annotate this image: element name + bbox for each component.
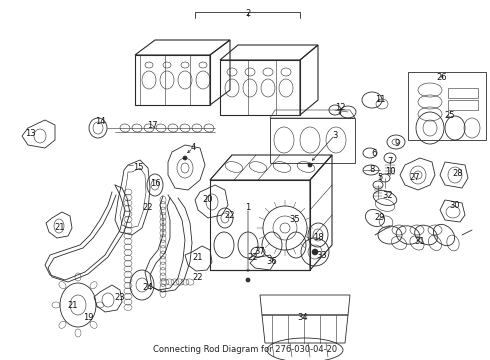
Text: 31: 31 (415, 238, 425, 247)
Text: 15: 15 (133, 163, 143, 172)
Text: 21: 21 (193, 253, 203, 262)
Circle shape (246, 278, 250, 282)
Text: 21: 21 (68, 301, 78, 310)
Text: 21: 21 (55, 224, 65, 233)
Bar (408, 72, 486, 140)
Text: 22: 22 (225, 211, 235, 220)
Text: 22: 22 (248, 253, 258, 262)
Text: 20: 20 (203, 195, 213, 204)
Text: 17: 17 (147, 121, 157, 130)
Text: 1: 1 (245, 203, 250, 212)
Text: 33: 33 (317, 251, 327, 260)
Text: 36: 36 (267, 257, 277, 266)
Text: 22: 22 (143, 203, 153, 212)
Text: 4: 4 (191, 144, 196, 153)
Text: 14: 14 (95, 117, 105, 126)
Text: 37: 37 (255, 248, 266, 256)
Text: 26: 26 (437, 73, 447, 82)
Text: 25: 25 (445, 111, 455, 120)
Text: 29: 29 (375, 213, 385, 222)
Circle shape (308, 163, 312, 167)
Text: 28: 28 (453, 168, 464, 177)
Text: 11: 11 (375, 95, 385, 104)
Text: 32: 32 (383, 190, 393, 199)
Text: 19: 19 (83, 314, 93, 323)
Text: 10: 10 (385, 167, 395, 176)
Text: 5: 5 (377, 174, 383, 183)
Text: 9: 9 (394, 139, 400, 148)
Text: 35: 35 (290, 216, 300, 225)
Text: 24: 24 (143, 284, 153, 292)
Text: 30: 30 (450, 201, 460, 210)
Text: 12: 12 (335, 104, 345, 112)
Text: 22: 22 (193, 274, 203, 283)
Text: 18: 18 (313, 234, 323, 243)
Text: 27: 27 (410, 174, 420, 183)
Text: 6: 6 (371, 148, 377, 158)
Text: 13: 13 (24, 129, 35, 138)
Text: 8: 8 (369, 166, 375, 175)
Bar (448, 100, 478, 110)
Text: 16: 16 (149, 179, 160, 188)
Circle shape (312, 249, 318, 255)
Text: 2: 2 (245, 9, 250, 18)
Text: Connecting Rod Diagram for 276-030-04-20: Connecting Rod Diagram for 276-030-04-20 (153, 346, 337, 355)
Text: 23: 23 (115, 293, 125, 302)
Text: 34: 34 (298, 314, 308, 323)
Text: 7: 7 (387, 158, 392, 166)
Circle shape (183, 156, 187, 160)
Text: 3: 3 (332, 130, 338, 139)
Bar (448, 88, 478, 98)
